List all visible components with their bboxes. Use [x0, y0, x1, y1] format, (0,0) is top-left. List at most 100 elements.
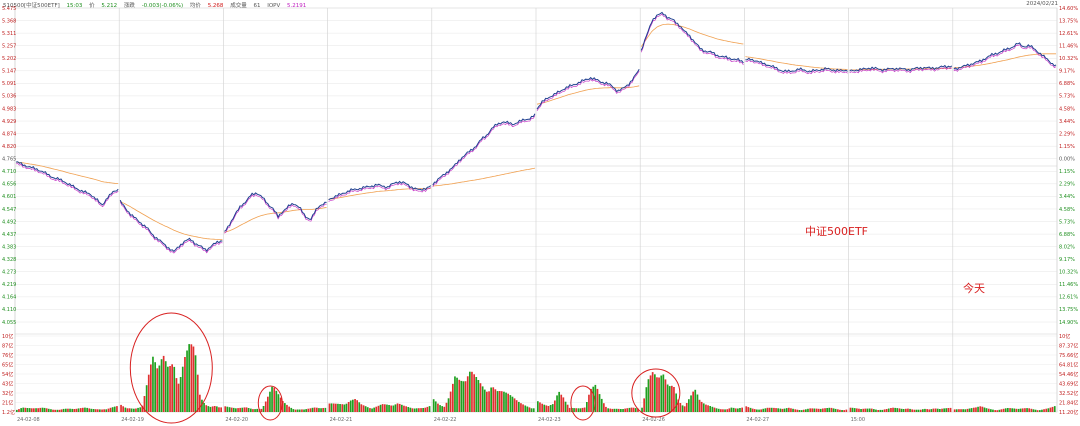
volume-bar [941, 408, 943, 412]
volume-bar [211, 406, 214, 412]
volume-bar [507, 393, 509, 412]
volume-bar [190, 344, 193, 412]
x-axis-labels: 24-02-08 24-02-19 24-02-20 24-02-21 24-02-22… [17, 417, 865, 423]
volume-bar [720, 409, 722, 412]
volume-bar [452, 383, 454, 412]
volume-bar [133, 408, 135, 412]
x-tick-label: 24-02-22 [434, 417, 457, 423]
volume-bar [39, 407, 42, 412]
y-tick-label-right: 4.58% [1059, 106, 1075, 112]
volume-bar [590, 388, 592, 412]
volume-bar [130, 408, 133, 412]
volume-bar [709, 406, 711, 412]
volume-bar [94, 409, 97, 412]
volume-bar [488, 391, 490, 412]
volume-bar [1030, 408, 1033, 412]
volume-bar [405, 406, 407, 412]
volume-bar [422, 408, 424, 412]
volume-bar [532, 408, 535, 412]
volume-bar [732, 407, 735, 412]
volume-bar [1009, 408, 1011, 412]
volume-bar [145, 385, 148, 412]
y-tick-label: 4.710 [2, 169, 16, 175]
volume-bar [858, 408, 860, 412]
volume-bar [977, 406, 979, 412]
volume-bar [513, 398, 516, 412]
volume-bar [109, 407, 112, 412]
volume-bar [122, 406, 124, 412]
y-tick-label: 4.656 [2, 182, 16, 188]
volume-bar [783, 408, 786, 412]
volume-bar [213, 406, 216, 412]
y-tick-label: 4.820 [2, 144, 16, 150]
volume-bar [694, 389, 697, 412]
volume-bar [313, 407, 316, 412]
volume-bar [390, 405, 392, 412]
volume-bar [911, 409, 913, 412]
volume-bar [551, 404, 554, 412]
volume-bar [316, 407, 318, 412]
volume-bar [866, 408, 869, 412]
volume-bar [598, 394, 601, 412]
volume-bar [677, 399, 680, 412]
volume-bar [305, 409, 307, 412]
volume-bar [288, 406, 290, 412]
price-line-session [536, 68, 640, 110]
volume-bar [324, 407, 327, 412]
volume-bar [1034, 409, 1037, 412]
y-tick-label-right: 5.73% [1059, 94, 1075, 100]
volume-bar [875, 409, 877, 412]
volume-bar [322, 408, 324, 412]
y-tick-label-right: 12.61% [1059, 295, 1078, 301]
volume-bar [594, 384, 597, 412]
volume-bar [196, 374, 199, 412]
volume-bar [734, 408, 737, 412]
volume-bar [62, 408, 65, 412]
volume-bar [934, 408, 937, 412]
volume-bar [347, 402, 350, 412]
volume-bar [822, 408, 824, 412]
y-tick-label: 4.492 [2, 219, 16, 225]
volume-bar [620, 409, 622, 412]
volume-bar [88, 408, 91, 412]
y-tick-label: 4.765 [2, 157, 16, 163]
volume-bar [503, 391, 505, 412]
volume-bar [558, 391, 560, 412]
volume-bar [583, 407, 586, 412]
volume-bar [922, 409, 924, 412]
volume-bar [475, 377, 478, 412]
volume-bar [1021, 408, 1024, 412]
volume-bar [775, 408, 777, 412]
volume-bar [345, 403, 348, 412]
volume-bar [605, 406, 607, 412]
volume-bar [254, 409, 256, 412]
volume-bar [673, 387, 675, 412]
volume-bar [1032, 409, 1035, 412]
volume-bar [228, 407, 231, 412]
y-tick-label: 5.475 [2, 6, 16, 12]
volume-bar [107, 408, 110, 412]
volume-bar [522, 404, 524, 412]
volume-bar [758, 409, 760, 412]
volume-bar [167, 366, 169, 412]
x-tick-label: 24-02-19 [121, 417, 144, 423]
volume-bar [71, 408, 74, 412]
volume-bar [160, 359, 163, 412]
volume-bar [658, 377, 660, 412]
y-tick-label-right: 11.46% [1059, 282, 1078, 288]
volume-bar [77, 408, 80, 412]
volume-bar [762, 408, 765, 412]
volume-bar [252, 409, 254, 412]
volume-bar [545, 405, 548, 412]
avg-line-session [745, 56, 848, 70]
volume-bar [751, 408, 754, 412]
volume-bar [549, 405, 552, 412]
volume-bar [577, 408, 580, 412]
volume-bar [628, 407, 631, 412]
volume-bar [209, 406, 212, 412]
volume-bar [919, 409, 922, 412]
volume-bar [137, 407, 139, 412]
volume-tick-label: 65亿 [2, 361, 13, 368]
volume-bar [352, 399, 354, 412]
